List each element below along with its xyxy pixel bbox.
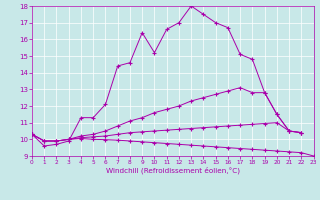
X-axis label: Windchill (Refroidissement éolien,°C): Windchill (Refroidissement éolien,°C) xyxy=(106,167,240,174)
